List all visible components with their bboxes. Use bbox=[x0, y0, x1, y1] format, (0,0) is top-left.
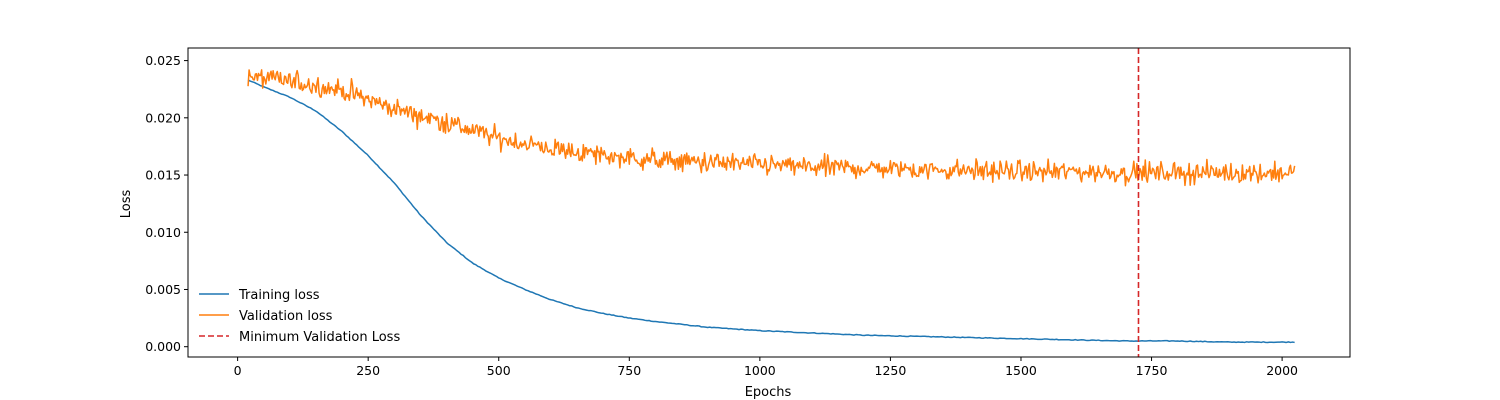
x-tick-label: 750 bbox=[617, 363, 641, 378]
legend-label-minimum-validation-loss: Minimum Validation Loss bbox=[239, 330, 400, 345]
x-tick-label: 0 bbox=[234, 363, 242, 378]
x-axis-ticks: 0 250 500 750 1000 1250 1500 1750 2000 bbox=[234, 357, 1298, 378]
y-tick-label: 0.025 bbox=[145, 53, 181, 68]
x-tick-label: 1250 bbox=[875, 363, 907, 378]
x-axis-label: Epochs bbox=[745, 385, 792, 400]
x-tick-label: 1500 bbox=[1005, 363, 1037, 378]
series-layer bbox=[247, 48, 1296, 357]
y-tick-label: 0.005 bbox=[145, 282, 181, 297]
y-axis-label: Loss bbox=[119, 190, 134, 219]
legend-label-training-loss: Training loss bbox=[238, 288, 320, 303]
x-tick-label: 2000 bbox=[1266, 363, 1298, 378]
validation-loss-line bbox=[247, 69, 1296, 187]
y-tick-label: 0.010 bbox=[145, 225, 181, 240]
x-tick-label: 1000 bbox=[744, 363, 776, 378]
x-tick-label: 500 bbox=[487, 363, 511, 378]
training-loss-line bbox=[247, 79, 1295, 344]
plot-frame bbox=[187, 47, 1351, 358]
legend: Training loss Validation loss Minimum Va… bbox=[199, 288, 400, 345]
y-tick-label: 0.015 bbox=[145, 168, 181, 183]
y-tick-label: 0.020 bbox=[145, 110, 181, 125]
x-tick-label: 250 bbox=[356, 363, 380, 378]
x-tick-label: 1750 bbox=[1136, 363, 1168, 378]
y-tick-label: 0.000 bbox=[145, 339, 181, 354]
legend-label-validation-loss: Validation loss bbox=[239, 309, 333, 324]
y-axis-ticks: 0.000 0.005 0.010 0.015 0.020 0.025 bbox=[145, 53, 188, 354]
